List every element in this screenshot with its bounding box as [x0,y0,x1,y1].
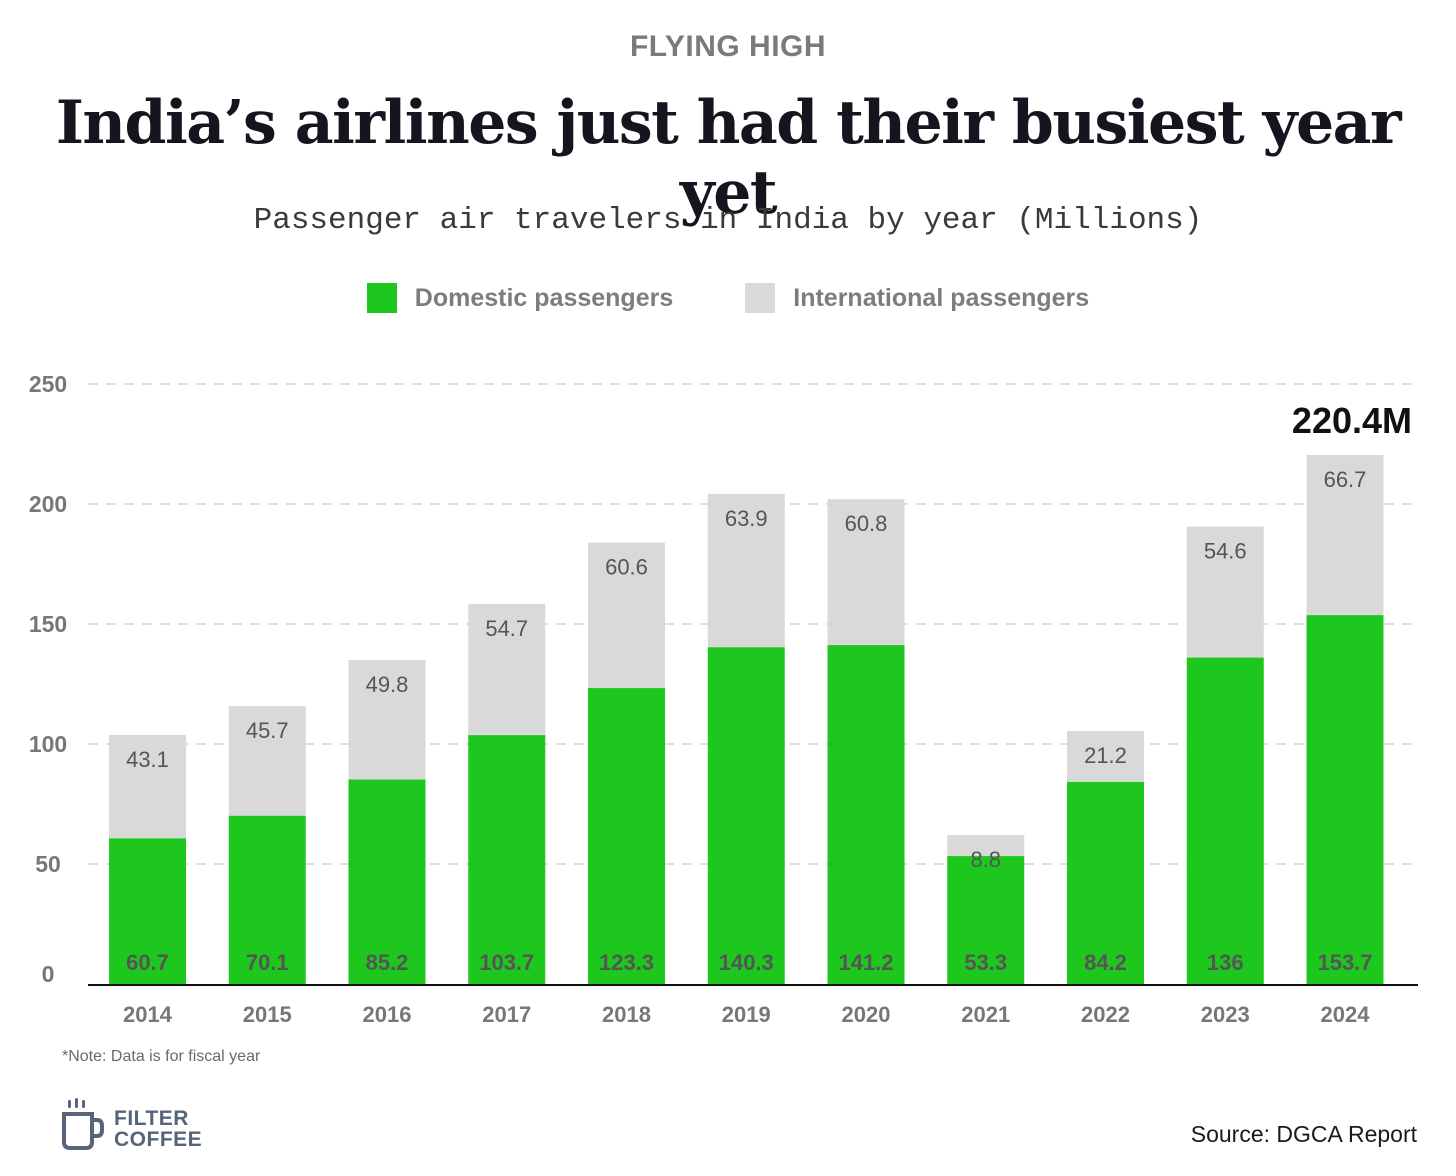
brand-logo: FILTER COFFEE [62,1098,202,1150]
bar-domestic [588,688,665,984]
x-tick-label: 2015 [243,1002,292,1027]
data-label-domestic: 60.7 [126,950,169,975]
data-label-domestic: 153.7 [1317,950,1372,975]
bar-international [1067,731,1144,782]
bar-international [109,734,186,839]
y-tick-label: 150 [29,611,67,637]
data-label-international: 66.7 [1324,467,1367,492]
data-label-international: 54.7 [485,616,528,641]
x-tick-label: 2021 [961,1002,1010,1027]
bar-international [707,493,785,648]
legend: Domestic passengers International passen… [0,283,1456,313]
x-tick-label: 2024 [1321,1002,1371,1027]
legend-label-domestic: Domestic passengers [414,283,674,312]
data-label-international: 49.8 [366,672,409,697]
legend-item-domestic: Domestic passengers [366,283,674,313]
x-tick-label: 2017 [482,1002,531,1027]
bar-international [228,706,306,816]
x-tick-label: 2020 [842,1002,891,1027]
bar-domestic [228,815,306,984]
data-label-domestic: 123.3 [599,950,654,975]
data-label-international: 43.1 [126,747,169,772]
x-tick-label: 2014 [123,1002,173,1027]
bar-international [1306,455,1384,616]
data-label-domestic: 84.2 [1084,950,1127,975]
data-label-domestic: 85.2 [366,950,409,975]
bar-domestic [109,838,186,984]
data-label-international: 8.8 [970,847,1001,872]
bar-international [947,834,1025,857]
total-annotation: 220.4M [1292,400,1412,441]
bar-domestic [1186,657,1264,984]
bar-domestic [348,779,426,984]
bar-domestic [827,645,905,984]
brand-name-line2: COFFEE [114,1128,203,1151]
legend-swatch-international [745,283,776,313]
bar-domestic [468,735,546,984]
data-label-international: 63.9 [725,506,768,531]
brand-name-line1: FILTER [114,1107,189,1130]
bar-international [348,660,426,780]
data-label-domestic: 53.3 [964,950,1007,975]
x-tick-label: 2023 [1201,1002,1250,1027]
coffee-cup-icon [62,1098,104,1150]
legend-item-international: International passengers [745,283,1089,313]
bar-international [588,542,665,689]
bar-international [827,499,905,646]
data-label-international: 60.6 [605,555,648,580]
data-label-domestic: 140.3 [719,950,774,975]
kicker: FLYING HIGH [629,30,827,63]
data-label-domestic: 136 [1207,950,1244,975]
legend-swatch-domestic [366,283,397,313]
data-label-domestic: 103.7 [479,950,534,975]
bar-international [1186,526,1264,658]
x-tick-label: 2019 [722,1002,771,1027]
bar-domestic [1067,781,1144,984]
data-label-international: 60.8 [845,511,888,536]
x-tick-label: 2016 [363,1002,412,1027]
y-tick-label: 100 [29,731,67,757]
footnote: *Note: Data is for fiscal year [62,1048,261,1065]
bar-international [468,603,546,736]
data-label-international: 54.6 [1204,539,1247,564]
y-tick-label: 50 [35,851,61,877]
bar-domestic [947,856,1025,984]
y-tick-label: 0 [42,961,55,987]
chart-subtitle: Passenger air travelers in India by year… [253,203,1203,238]
data-label-domestic: 70.1 [246,950,289,975]
data-label-international: 21.2 [1084,743,1127,768]
x-tick-label: 2022 [1081,1002,1130,1027]
y-tick-label: 250 [29,371,67,397]
data-label-international: 45.7 [246,718,289,743]
chart-title: India’s airlines just had their busiest … [55,88,1402,228]
legend-label-international: International passengers [793,283,1090,312]
source-credit: Source: DGCA Report [1190,1121,1417,1147]
bar-domestic [707,647,785,984]
data-label-domestic: 141.2 [838,950,893,975]
bar-domestic [1306,615,1384,984]
y-tick-label: 200 [29,491,67,517]
x-tick-label: 2018 [602,1002,651,1027]
